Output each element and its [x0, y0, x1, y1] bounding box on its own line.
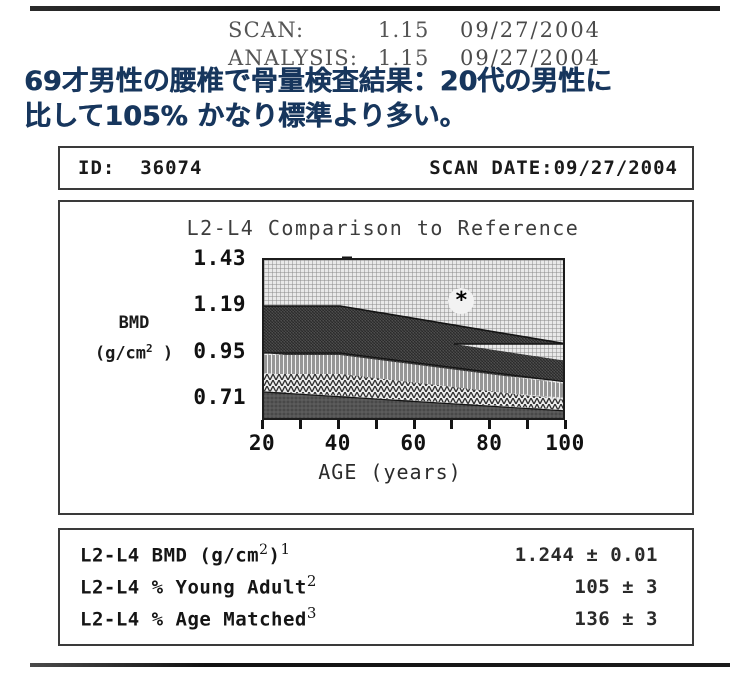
results-row-value: 136 ± 3 [574, 608, 658, 631]
annotation-line-1: 69才男性の腰椎で骨量検査結果：20代の男性に [24, 66, 613, 97]
x-tick-mark [488, 420, 492, 429]
x-tick-mark [261, 420, 264, 429]
analysis-meta-row: ANALYSIS: 1.15 09/27/2004 [228, 44, 728, 72]
x-tick-label: 100 [545, 431, 585, 455]
patient-id-group: ID: 36074 [78, 157, 202, 179]
x-axis-label: AGE (years) [318, 460, 462, 484]
scan-meta-header: SCAN: 1.15 09/27/2004 ANALYSIS: 1.15 09/… [228, 16, 728, 72]
units-superscript: 2 [259, 542, 269, 558]
y-tick-label: 1.19 [193, 292, 246, 317]
scan-meta-row: SCAN: 1.15 09/27/2004 [228, 16, 728, 44]
results-row-value: 105 ± 3 [574, 576, 658, 599]
x-tick-mark [450, 420, 454, 429]
annotation-line-2: 比して105% かなり標準より多い。 [24, 101, 467, 132]
patient-id-panel: ID: 36074 SCAN DATE:09/27/2004 [58, 146, 694, 190]
x-tick-label: 40 [324, 431, 351, 455]
results-row-label: L2-L4 % Young Adult2 [80, 572, 317, 599]
x-tick-mark [298, 420, 302, 429]
scan-label: SCAN: [228, 18, 305, 42]
scan-date-value: 09/27/2004 [553, 157, 678, 179]
analysis-label: ANALYSIS: [228, 46, 359, 70]
id-label: ID: [78, 157, 116, 179]
y-axis-label-main: BMD [118, 313, 150, 333]
x-tick-mark [374, 420, 378, 429]
results-row: L2-L4 BMD (g/cm2)1 1.244 ± 0.01 [80, 540, 678, 572]
results-panel: L2-L4 BMD (g/cm2)1 1.244 ± 0.01 L2-L4 % Yo… [58, 528, 694, 646]
results-row: L2-L4 % Young Adult2 105 ± 3 [80, 572, 678, 604]
x-tick-mark [564, 420, 567, 429]
footnote-marker: 3 [306, 604, 317, 622]
results-row-label: L2-L4 % Age Matched3 [80, 604, 317, 631]
footnote-marker: 1 [280, 540, 291, 558]
results-row-label: L2-L4 BMD (g/cm2)1 [80, 540, 291, 567]
japanese-annotation: 69才男性の腰椎で骨量検査結果：20代の男性に 比して105% かなり標準より多… [24, 64, 740, 134]
bmd-chart-panel: L2-L4 Comparison to Reference BMD (g/cm2… [58, 200, 694, 515]
y-tick-label: 0.71 [193, 384, 246, 409]
patient-id-row: ID: 36074 SCAN DATE:09/27/2004 [60, 148, 692, 188]
reference-band-graphic [264, 260, 563, 418]
y-axis-ticks: 1.43 1.19 0.95 0.71 [146, 246, 352, 420]
x-tick-label: 60 [400, 431, 427, 455]
chart-plot-area: * [262, 258, 565, 420]
x-tick-mark [412, 420, 416, 429]
y-tick-label: 1.43 [193, 246, 246, 270]
id-value: 36074 [140, 157, 203, 179]
chart-title: L2-L4 Comparison to Reference [186, 216, 580, 240]
y-axis-label: BMD (g/cm2 ) [74, 310, 194, 367]
scan-version: 1.15 [378, 18, 430, 42]
scan-date-label: SCAN DATE: [429, 157, 554, 179]
scan-date: 09/27/2004 [460, 18, 602, 42]
top-divider-rule [30, 6, 720, 11]
x-tick-mark [526, 420, 530, 429]
results-table: L2-L4 BMD (g/cm2)1 1.244 ± 0.01 L2-L4 % Yo… [80, 540, 678, 636]
patient-measurement-marker: * [448, 288, 475, 315]
results-row-value: 1.244 ± 0.01 [514, 544, 658, 567]
analysis-date: 09/27/2004 [460, 46, 602, 70]
y-tick-label: 0.95 [193, 338, 246, 363]
y-axis-label-units: (g/cm2 ) [94, 342, 174, 364]
analysis-version: 1.15 [378, 46, 430, 70]
x-tick-label: 80 [476, 431, 503, 455]
results-row: L2-L4 % Age Matched3 136 ± 3 [80, 604, 678, 636]
bottom-divider-rule [30, 663, 730, 667]
scan-date-group: SCAN DATE:09/27/2004 [429, 157, 678, 179]
x-tick-mark [336, 420, 340, 429]
footnote-marker: 2 [306, 572, 317, 590]
x-tick-label: 20 [248, 431, 276, 455]
